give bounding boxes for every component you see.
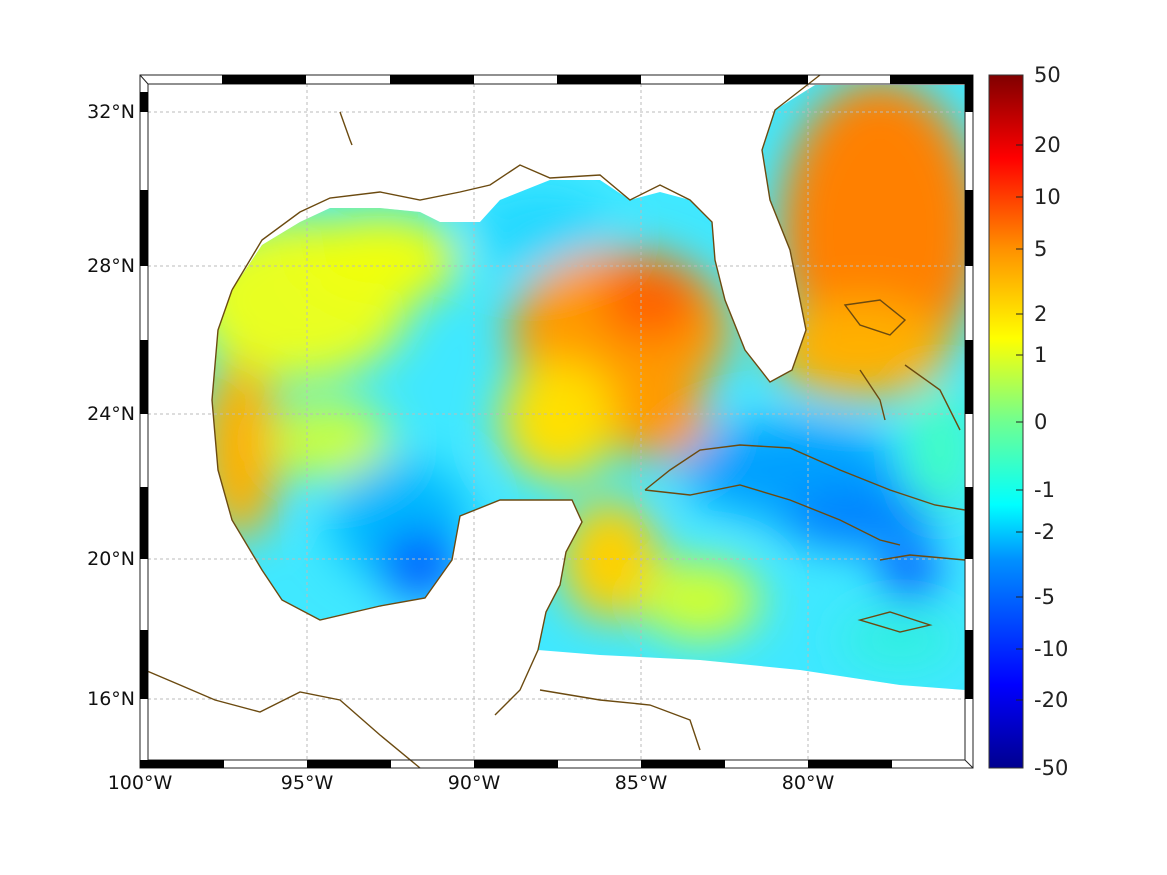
colorbar-tick-label: 0 — [1034, 410, 1048, 434]
colorbar-tick-label: -2 — [1034, 520, 1055, 544]
colorbar-tick-label: -50 — [1034, 756, 1069, 780]
colorbar-tick-label: 1 — [1034, 343, 1048, 367]
data-field — [212, 85, 965, 690]
colorbar-tick-label: 10 — [1034, 185, 1061, 209]
lat-label: 32°N — [87, 101, 135, 123]
map-frame — [139, 74, 974, 769]
lon-label: 100°W — [107, 772, 173, 794]
lon-label: 90°W — [447, 772, 501, 794]
lon-label: 80°W — [781, 772, 835, 794]
colorbar-tick-label: -10 — [1034, 637, 1069, 661]
lat-label: 16°N — [87, 688, 135, 710]
lat-label: 20°N — [87, 548, 135, 570]
lon-label: 85°W — [614, 772, 668, 794]
lat-label: 28°N — [87, 255, 135, 277]
colorbar-tick-label: 20 — [1034, 133, 1061, 157]
colorbar-ticks — [1016, 144, 1023, 701]
coastline — [139, 74, 966, 769]
lon-label: 95°W — [280, 772, 334, 794]
colorbar-tick-label: -1 — [1034, 478, 1055, 502]
colorbar-tick-label: 50 — [1034, 63, 1061, 87]
colorbar-tick-label: -20 — [1034, 688, 1069, 712]
colorbar-tick-label: 2 — [1034, 302, 1048, 326]
gridlines — [148, 84, 965, 760]
colorbar-tick-label: 5 — [1034, 237, 1048, 261]
colorbar-tick-label: -5 — [1034, 585, 1055, 609]
lat-label: 24°N — [87, 403, 135, 425]
